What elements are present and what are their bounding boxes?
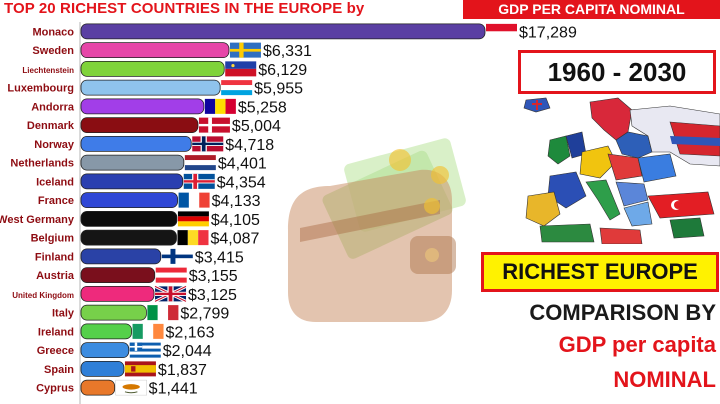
flag-belgium-icon (177, 230, 209, 246)
value-label-spain: $1,837 (158, 362, 207, 379)
country-label-united-kingdom: United Kingdom (12, 291, 74, 300)
caption-line-2: GDP per capita (558, 332, 716, 357)
bar-finland (80, 248, 162, 265)
value-label-luxembourg: $5,955 (254, 81, 303, 98)
value-label-greece: $2,044 (163, 343, 212, 360)
value-label-denmark: $5,004 (232, 118, 281, 135)
value-label-monaco: $17,289 (519, 24, 577, 41)
bar-andorra (80, 98, 205, 115)
country-label-france: France (38, 195, 74, 207)
bar-monaco (80, 23, 486, 40)
title-badge: GDP PER CAPITA NOMINAL (463, 0, 720, 19)
value-label-united-kingdom: $3,125 (188, 287, 237, 304)
value-label-liechtenstein: $6,129 (258, 62, 307, 79)
value-label-cyprus: $1,441 (149, 381, 198, 398)
bar-liechtenstein (80, 60, 225, 77)
flag-france-icon (178, 192, 210, 208)
flag-austria-icon (155, 267, 187, 283)
value-label-norway: $4,718 (225, 137, 274, 154)
value-label-italy: $2,799 (180, 306, 229, 323)
bar-united-kingdom (80, 285, 155, 302)
country-label-denmark: Denmark (27, 120, 75, 132)
country-label-ireland: Ireland (38, 326, 74, 338)
country-label-italy: Italy (52, 308, 75, 320)
flag-iceland-icon (183, 173, 215, 189)
country-label-monaco: Monaco (32, 26, 74, 38)
country-label-cyprus: Cyprus (36, 383, 74, 395)
flag-united-kingdom-icon (154, 285, 187, 303)
year-range-box: 1960 - 2030 (518, 50, 716, 94)
bar-cyprus (80, 379, 116, 396)
country-label-west-germany: West Germany (0, 214, 75, 226)
bar-france (80, 192, 178, 209)
flag-germany-icon (177, 211, 209, 227)
flag-netherlands-icon (184, 155, 216, 171)
country-label-luxembourg: Luxembourg (7, 83, 74, 95)
bar-italy (80, 304, 147, 321)
flag-cyprus-icon (115, 379, 147, 396)
value-label-sweden: $6,331 (263, 43, 312, 60)
value-label-netherlands: $4,401 (218, 156, 267, 173)
caption-line-3: NOMINAL (613, 367, 716, 392)
flag-finland-icon (161, 248, 193, 264)
europe-map-icon (520, 96, 720, 244)
value-label-finland: $3,415 (195, 249, 244, 266)
flag-liechtenstein-icon (225, 61, 257, 77)
flag-ireland-icon (132, 323, 164, 339)
country-label-finland: Finland (35, 251, 74, 263)
flag-denmark-icon (198, 117, 230, 133)
country-label-andorra: Andorra (31, 101, 75, 113)
value-label-belgium: $4,087 (211, 231, 260, 248)
country-label-norway: Norway (34, 139, 75, 151)
richest-europe-banner: RICHEST EUROPE (481, 252, 719, 292)
country-label-belgium: Belgium (31, 233, 75, 245)
bar-belgium (80, 229, 177, 246)
bar-iceland (80, 173, 184, 190)
bar-norway (80, 135, 192, 152)
flag-andorra-icon (204, 98, 236, 114)
value-label-west-germany: $4,105 (211, 212, 260, 229)
value-label-austria: $3,155 (189, 268, 238, 285)
flag-norway-icon (192, 136, 224, 152)
country-label-netherlands: Netherlands (10, 158, 74, 170)
country-label-greece: Greece (37, 345, 74, 357)
bar-luxembourg (80, 79, 221, 96)
flag-italy-icon (147, 305, 179, 321)
country-label-liechtenstein: Liechtenstein (22, 66, 74, 75)
bar-greece (80, 342, 130, 359)
flag-spain-icon (124, 361, 156, 377)
caption-line-1: COMPARISON BY (529, 300, 716, 325)
value-label-france: $4,133 (212, 193, 261, 210)
country-label-austria: Austria (36, 270, 75, 282)
value-label-iceland: $4,354 (217, 174, 266, 191)
flag-sweden-icon (229, 42, 261, 58)
value-label-andorra: $5,258 (238, 99, 287, 116)
bar-ireland (80, 323, 132, 340)
value-label-ireland: $2,163 (166, 324, 215, 341)
country-label-iceland: Iceland (36, 176, 74, 188)
bar-spain (80, 360, 125, 377)
country-label-spain: Spain (44, 364, 74, 376)
flag-luxembourg-icon (221, 80, 253, 96)
bar-netherlands (80, 154, 185, 171)
bar-sweden (80, 42, 230, 59)
bar-west-germany (80, 210, 178, 227)
gold-coins-icon (389, 149, 411, 171)
country-label-sweden: Sweden (32, 45, 74, 57)
wallet-icon (288, 138, 466, 322)
bar-denmark (80, 117, 199, 134)
flag-monaco-icon (486, 23, 517, 39)
bar-austria (80, 267, 156, 284)
chart-title: TOP 20 RICHEST COUNTRIES IN THE EUROPE b… (4, 0, 365, 17)
flag-greece-icon (129, 342, 161, 358)
